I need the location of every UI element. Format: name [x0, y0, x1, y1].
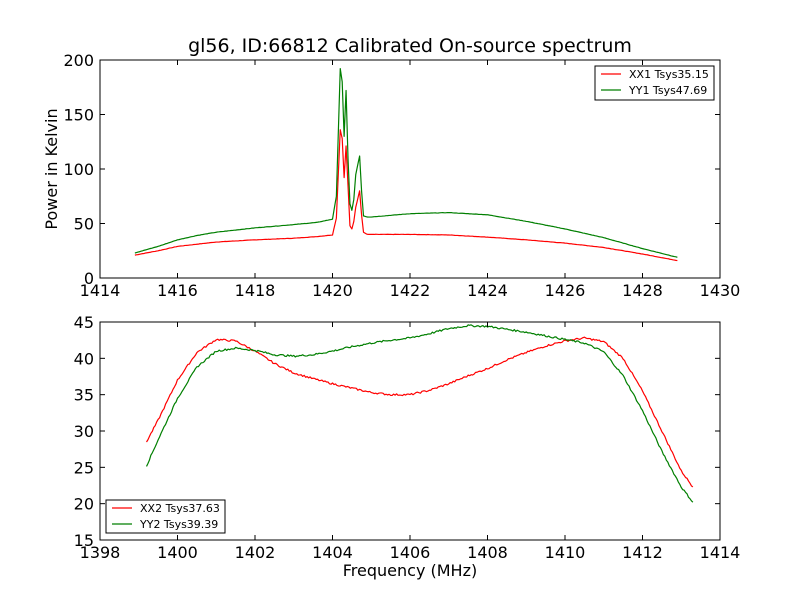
bottom-plot: 1398 1400 1402 1404 1406 1408 1410 1412 1414 15 20… — [74, 313, 741, 580]
bottom-y-tick-label: 35 — [74, 386, 94, 405]
bottom-x-tick-label: 1414 — [700, 543, 741, 562]
bottom-y-tick-label: 20 — [74, 495, 94, 514]
top-y-axis-label: Power in Kelvin — [42, 108, 61, 229]
top-y-tick-label: 150 — [63, 106, 94, 125]
bottom-y-tick-label: 40 — [74, 349, 94, 368]
bottom-legend-box — [105, 499, 226, 534]
bottom-y-tick-label: 30 — [74, 422, 94, 441]
bottom-plot-series — [145, 324, 694, 503]
bottom-legend-label-yy2: YY2 Tsys39.39 — [139, 518, 218, 531]
top-x-tick-label: 1426 — [545, 281, 586, 300]
top-x-tick-label: 1418 — [235, 281, 276, 300]
bottom-x-tick-label: 1408 — [467, 543, 508, 562]
bottom-y-tick-label: 45 — [74, 313, 94, 332]
bottom-y-tick-label: 25 — [74, 458, 94, 477]
bottom-x-tick-label: 1412 — [622, 543, 663, 562]
top-y-tick-label: 100 — [63, 160, 94, 179]
top-series-line-1 — [134, 129, 678, 262]
top-y-tick-label: 0 — [84, 269, 94, 288]
bottom-x-tick-label: 1404 — [312, 543, 353, 562]
top-y-tick-label: 50 — [74, 215, 94, 234]
top-legend: XX1 Tsys35.15 YY1 Tsys47.69 — [594, 65, 715, 101]
top-y-tick-label: 200 — [63, 51, 94, 70]
top-plot: 1414 1416 1418 1420 1422 1424 1426 1428 1430 0 50 1… — [42, 51, 740, 300]
top-x-tick-label: 1424 — [467, 281, 508, 300]
bottom-series-line-1 — [145, 336, 694, 488]
top-x-tick-label: 1416 — [157, 281, 198, 300]
bottom-y-tick-label: 15 — [74, 531, 94, 550]
top-x-tick-label: 1420 — [312, 281, 353, 300]
bottom-legend: XX2 Tsys37.63 YY2 Tsys39.39 — [105, 499, 226, 534]
bottom-series-line-2 — [145, 324, 694, 503]
bottom-legend-label-xx2: XX2 Tsys37.63 — [140, 502, 220, 515]
bottom-x-tick-label: 1400 — [157, 543, 198, 562]
top-plot-series — [134, 68, 678, 262]
top-x-tick-label: 1428 — [622, 281, 663, 300]
top-x-tick-label: 1430 — [700, 281, 741, 300]
bottom-plot-ticks: 1398 1400 1402 1404 1406 1408 1410 1412 1414 15 20… — [74, 313, 741, 562]
bottom-x-tick-label: 1406 — [390, 543, 431, 562]
top-x-tick-label: 1422 — [390, 281, 431, 300]
top-x-tick-label: 1414 — [80, 281, 121, 300]
top-legend-label-xx1: XX1 Tsys35.15 — [629, 68, 709, 81]
top-legend-label-yy1: YY1 Tsys47.69 — [628, 84, 707, 97]
top-legend-box — [594, 65, 715, 101]
top-plot-ticks: 1414 1416 1418 1420 1422 1424 1426 1428 1430 0 50 1… — [63, 51, 740, 300]
bottom-x-axis-label: Frequency (MHz) — [343, 561, 477, 580]
bottom-x-tick-label: 1410 — [545, 543, 586, 562]
chart-title: gl56, ID:66812 Calibrated On-source spec… — [188, 35, 632, 57]
top-series-line-2 — [134, 68, 678, 258]
bottom-x-tick-label: 1398 — [80, 543, 121, 562]
bottom-x-tick-label: 1402 — [235, 543, 276, 562]
